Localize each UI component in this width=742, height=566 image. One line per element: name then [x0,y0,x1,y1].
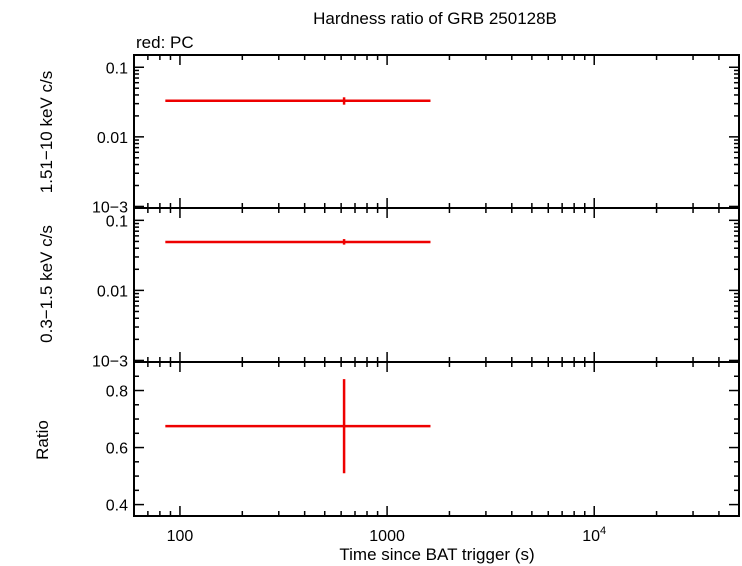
y-tick-label: 0.1 [106,60,128,77]
x-axis-label: Time since BAT trigger (s) [339,545,534,564]
panel-soft-band: 0.1 0.01 10−3 [92,207,740,370]
y-tick-label: 0.4 [106,498,128,515]
plot-frame [133,207,740,363]
y-tick-label: 10−3 [92,353,128,370]
plot-frame [133,54,740,209]
y-tick-label: 0.01 [97,283,128,300]
legend-text: red: PC [136,33,194,52]
panel-hard-band: 0.1 0.01 10−3 [92,54,740,216]
y-tick-label: 10−3 [92,199,128,216]
y-tick-label: 0.01 [97,130,128,147]
y-axis-label-ratio: Ratio [33,420,52,460]
x-tick-label: 1000 [369,528,405,545]
panel-ratio: 0.8 0.6 0.4 100 1000 104 [106,361,740,545]
y-axis-label-soft: 0.3−1.5 keV c/s [37,225,56,343]
y-tick-label: 0.8 [106,384,128,401]
y-tick-label: 0.1 [106,213,128,230]
plot-frame [133,361,740,517]
chart-title: Hardness ratio of GRB 250128B [313,9,557,28]
x-tick-label: 100 [167,528,194,545]
x-tick-label: 104 [582,525,606,545]
y-axis-label-hard: 1.51−10 keV c/s [37,71,56,193]
y-tick-label: 0.6 [106,441,128,458]
